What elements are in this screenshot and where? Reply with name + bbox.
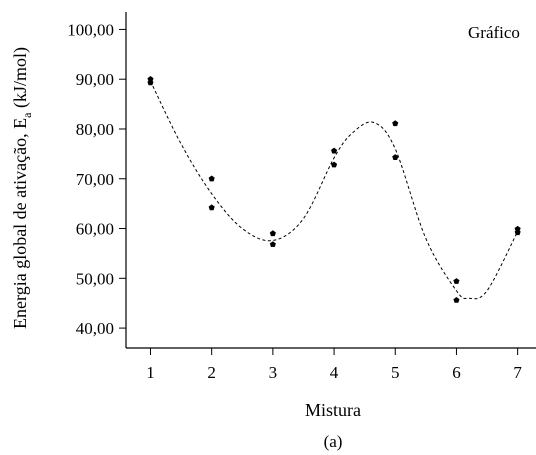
x-tick-label: 7 (513, 363, 522, 382)
data-point (392, 120, 399, 127)
y-tick-label: 80,00 (76, 120, 114, 139)
data-point (331, 161, 338, 168)
y-tick-label: 40,00 (76, 319, 114, 338)
fit-curve (150, 80, 519, 300)
data-point (392, 154, 399, 160)
x-tick-label: 2 (207, 363, 216, 382)
data-point (331, 147, 338, 154)
data-point (453, 297, 460, 303)
y-tick-label: 50,00 (76, 269, 114, 288)
data-point (208, 204, 215, 211)
x-tick-label: 3 (269, 363, 278, 382)
axes (125, 12, 536, 349)
data-point (208, 175, 215, 182)
data-point (269, 230, 276, 237)
data-point (514, 229, 521, 236)
data-point (514, 225, 521, 232)
y-axis-title-main: Energia global de ativação, E (10, 118, 30, 329)
data-point (147, 79, 154, 86)
figure-caption: (a) (324, 432, 343, 451)
y-tick-label: 70,00 (76, 170, 114, 189)
data-point (147, 76, 154, 82)
x-tick-label: 5 (391, 363, 400, 382)
data-points (147, 76, 521, 303)
x-axis-ticks: 1 2 3 4 5 6 7 (146, 348, 522, 382)
data-point (269, 241, 276, 248)
data-point (453, 278, 460, 284)
y-tick-label: 90,00 (76, 70, 114, 89)
x-axis-title: Mistura (305, 400, 361, 420)
y-axis-title: Energia global de ativação, Ea (kJ/mol) (10, 47, 34, 329)
y-tick-label: 100,00 (67, 20, 114, 39)
x-tick-label: 1 (146, 363, 155, 382)
x-tick-label: 4 (330, 363, 339, 382)
y-tick-label: 60,00 (76, 220, 114, 239)
y-axis-ticks: 40,00 50,00 60,00 70,00 80,00 90,00 100,00 (67, 20, 126, 338)
y-axis-title-unit: (kJ/mol) (10, 47, 31, 113)
chart-annotation: Gráfico (468, 23, 520, 42)
y-axis-title-subscript: a (20, 112, 34, 118)
x-tick-label: 6 (452, 363, 461, 382)
